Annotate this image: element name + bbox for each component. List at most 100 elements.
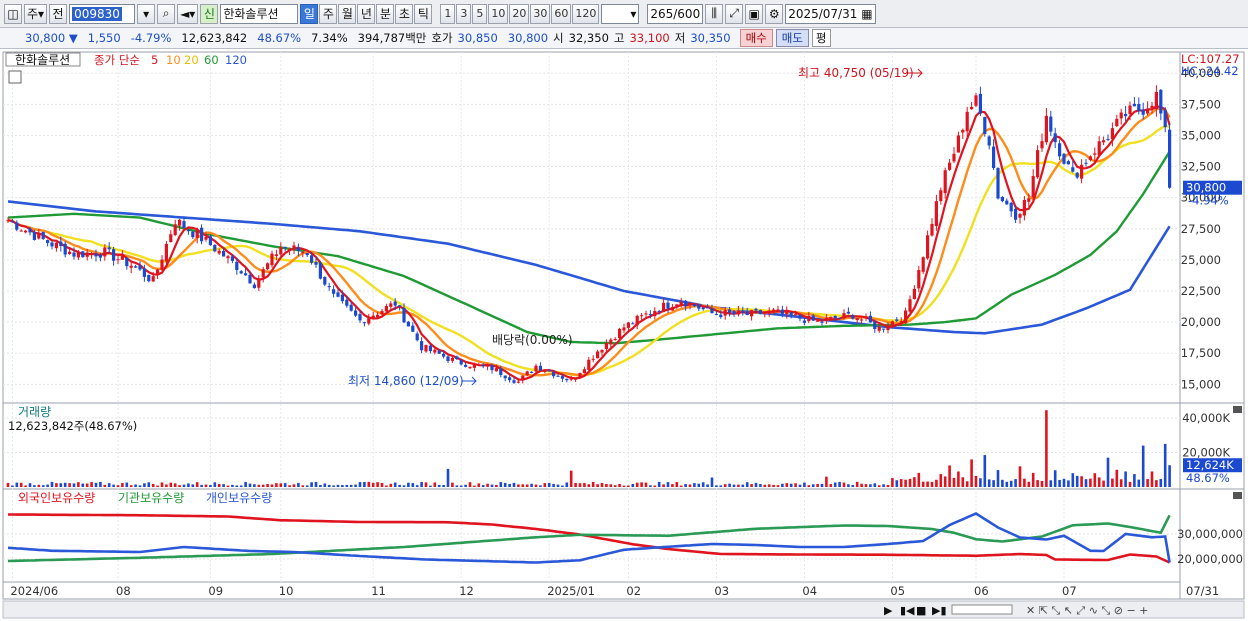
candle — [1154, 91, 1158, 109]
scroll-nav-icon[interactable]: ▶▮ — [932, 604, 947, 617]
table-toggle-icon[interactable] — [8, 70, 22, 84]
candle — [151, 276, 155, 282]
interval-button[interactable]: 5 — [472, 3, 488, 24]
period-tab[interactable]: 분 — [376, 3, 395, 24]
buy-button[interactable]: 매수 — [739, 29, 773, 47]
stock-name-field[interactable]: 한화솔루션 — [220, 3, 299, 24]
volume-bar — [697, 483, 701, 487]
interval-button[interactable]: 60 — [551, 3, 572, 24]
volume-bar — [503, 482, 507, 487]
panel-icon[interactable]: ◫ — [4, 3, 22, 24]
volume-tick-label: 40,000K — [1182, 411, 1230, 425]
scroll-nav-icon[interactable]: ▮◀ — [900, 604, 915, 617]
volume-bar — [213, 482, 217, 487]
draw-tools-icon[interactable]: ✕ ⇱ ⤡ ↖ ⤢ ∿ ⤡ ⊘ − + — [1026, 604, 1148, 617]
custom-interval-input[interactable]: ▾ — [601, 3, 640, 24]
candle — [362, 322, 366, 324]
interval-button[interactable]: 3 — [456, 3, 472, 24]
candle — [305, 252, 309, 256]
volume-bar — [204, 484, 208, 487]
volume-bar — [1075, 475, 1079, 487]
pane-close-icon[interactable] — [1233, 492, 1242, 499]
volume-bar — [424, 482, 428, 487]
date-tick-label: 10 — [279, 584, 294, 598]
candle — [719, 314, 723, 318]
volume-bar — [539, 485, 542, 487]
volume-bar — [1027, 481, 1031, 487]
volume-bar — [398, 484, 401, 487]
price-tick-label: 40,000 — [1181, 66, 1221, 80]
avg-button[interactable]: 평 — [811, 29, 831, 47]
candle — [578, 372, 582, 379]
count-input[interactable]: 265/600 — [647, 3, 704, 24]
candle — [635, 315, 639, 326]
stock-code-input[interactable]: 009830 — [69, 3, 136, 24]
date-input[interactable]: 2025/07/31 ▦ — [785, 3, 876, 24]
volume-bar — [341, 485, 344, 487]
scroll-nav-icon[interactable]: ▶ — [884, 604, 893, 617]
search-icon[interactable]: ⌕ — [157, 3, 176, 24]
candle — [6, 220, 10, 222]
interval-button[interactable]: 1 — [440, 3, 456, 24]
speaker-icon[interactable]: ◄▾ — [177, 3, 199, 24]
volume-bar — [1045, 410, 1048, 487]
sell-button[interactable]: 매도 — [775, 29, 809, 47]
volume-bar — [437, 484, 441, 487]
holdings-series-label: 외국인보유수량 — [18, 491, 95, 505]
pane-close-icon[interactable] — [1233, 406, 1242, 413]
period-tab[interactable]: 주 — [319, 3, 338, 24]
interval-button[interactable]: 20 — [509, 3, 530, 24]
draw-tool-icon[interactable]: ⤢ — [725, 3, 744, 24]
stock-chart[interactable]: 15,000 17,500 20,000 22,500 25,000 27,500 30,0… — [0, 50, 1248, 621]
volume-bar — [1080, 476, 1083, 487]
period-tab[interactable]: 틱 — [414, 3, 433, 24]
holdings-series-label: 기관보유수량 — [118, 491, 184, 505]
interval-button[interactable]: 30 — [530, 3, 551, 24]
period-tab[interactable]: 일 — [300, 3, 319, 24]
rate-value: 7.34% — [311, 31, 348, 45]
candle — [882, 328, 886, 330]
period-tab[interactable]: 초 — [395, 3, 414, 24]
low-arrow-icon — [462, 376, 477, 386]
volume-bar — [710, 477, 714, 487]
mode-select[interactable]: 주 ▾ — [24, 3, 48, 24]
candle — [675, 304, 679, 306]
period-tab[interactable]: 월 — [338, 3, 357, 24]
volume-bar — [305, 485, 309, 487]
volume-bar — [275, 483, 278, 487]
volume-bar — [1146, 479, 1149, 487]
zoom-slider[interactable] — [951, 604, 1013, 615]
candle — [283, 247, 287, 249]
prev-button[interactable]: 전 — [49, 3, 68, 24]
candle-type-icon[interactable]: ⫼ — [705, 3, 724, 24]
candle — [965, 111, 969, 132]
volume-readout: 12,623,842주(48.67%) — [8, 419, 137, 433]
volume-tick-label: 20,000K — [1182, 446, 1230, 460]
gear-icon[interactable]: ⚙ — [765, 3, 784, 24]
scroll-nav-icon[interactable]: ■ — [916, 604, 926, 617]
volume-bar — [319, 485, 322, 487]
volume-bar — [886, 485, 890, 487]
candle — [455, 356, 459, 360]
volume-bar — [517, 484, 520, 487]
volume-bar — [759, 484, 762, 487]
volume-bar — [556, 484, 560, 487]
volume-bar — [367, 481, 371, 487]
volume-bar — [684, 484, 687, 487]
period-tab[interactable]: 년 — [357, 3, 376, 24]
volume-bar — [543, 483, 547, 487]
candle — [222, 250, 226, 257]
volume-bar — [270, 484, 274, 487]
save-icon[interactable]: ▣ — [745, 3, 764, 24]
interval-button[interactable]: 120 — [572, 3, 600, 24]
dropdown-chevron-icon[interactable]: ▾ — [137, 3, 156, 24]
interval-button[interactable]: 10 — [488, 3, 509, 24]
volume-bar — [50, 481, 54, 487]
volume-bar — [94, 482, 98, 487]
candle — [798, 315, 802, 319]
candle — [112, 249, 116, 261]
candle — [697, 304, 701, 309]
volume-bar — [169, 482, 173, 487]
volume-bar — [882, 484, 885, 487]
scroll-track[interactable] — [2, 600, 1245, 619]
